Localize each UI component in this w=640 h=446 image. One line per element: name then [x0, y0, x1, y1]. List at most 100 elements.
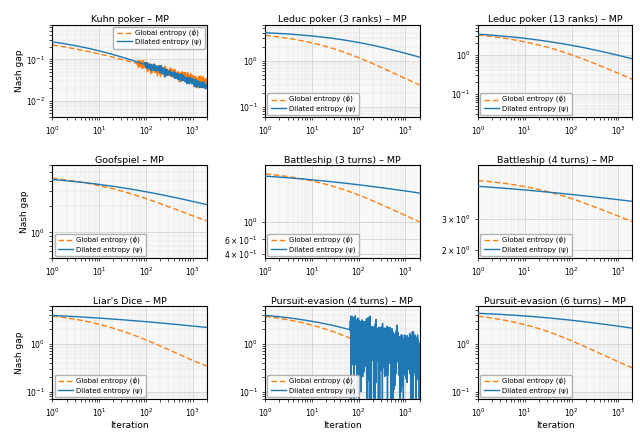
Dilated entropy (ψ): [411, 369, 419, 375]
Dilated entropy (ψ): [124, 56, 131, 62]
Global entropy (φ̂): [203, 363, 211, 369]
Title: Leduc poker (13 ranks) – MP: Leduc poker (13 ranks) – MP: [488, 15, 623, 24]
Line: Dilated entropy (ψ): Dilated entropy (ψ): [266, 33, 419, 57]
Legend: Global entropy (φ̂), Dilated entropy (ψ): Global entropy (φ̂), Dilated entropy (ψ): [54, 375, 146, 397]
Global entropy (φ̂): [56, 44, 64, 49]
Global entropy (φ̂): [262, 171, 269, 177]
Global entropy (φ̂): [198, 79, 206, 84]
Dilated entropy (ψ): [383, 186, 390, 191]
Global entropy (φ̂): [624, 363, 632, 368]
Dilated entropy (ψ): [545, 190, 553, 195]
Dilated entropy (ψ): [198, 84, 206, 90]
Global entropy (φ̂): [596, 351, 604, 356]
Global entropy (φ̂): [124, 58, 131, 64]
Legend: Global entropy (φ̂), Dilated entropy (ψ): Global entropy (φ̂), Dilated entropy (ψ): [480, 375, 572, 397]
Global entropy (φ̂): [49, 314, 56, 319]
Dilated entropy (ψ): [482, 32, 490, 37]
Dilated entropy (ψ): [170, 194, 178, 200]
Title: Goofspiel – MP: Goofspiel – MP: [95, 156, 164, 165]
X-axis label: Iteration: Iteration: [536, 421, 575, 429]
Global entropy (φ̂): [624, 74, 632, 80]
Line: Global entropy (φ̂): Global entropy (φ̂): [266, 35, 419, 85]
Global entropy (φ̂): [120, 329, 127, 334]
Line: Dilated entropy (ψ): Dilated entropy (ψ): [266, 315, 419, 417]
Dilated entropy (ψ): [415, 54, 423, 60]
Legend: Global entropy (φ̂), Dilated entropy (ψ): Global entropy (φ̂), Dilated entropy (ψ): [113, 27, 205, 49]
Dilated entropy (ψ): [596, 48, 604, 54]
Global entropy (φ̂): [170, 206, 178, 211]
Dilated entropy (ψ): [198, 85, 206, 91]
Global entropy (φ̂): [545, 45, 553, 50]
Global entropy (φ̂): [415, 367, 423, 372]
Dilated entropy (ψ): [549, 190, 557, 195]
Global entropy (φ̂): [624, 363, 632, 368]
Global entropy (φ̂): [624, 217, 632, 223]
Dilated entropy (ψ): [56, 178, 64, 183]
Global entropy (φ̂): [56, 177, 64, 182]
Global entropy (φ̂): [198, 217, 206, 222]
Title: Pursuit-evasion (6 turns) – MP: Pursuit-evasion (6 turns) – MP: [484, 297, 626, 306]
Global entropy (φ̂): [269, 33, 277, 39]
Line: Global entropy (φ̂): Global entropy (φ̂): [266, 316, 419, 370]
Dilated entropy (ψ): [262, 30, 269, 35]
Dilated entropy (ψ): [545, 39, 553, 44]
Legend: Global entropy (φ̂), Dilated entropy (ψ): Global entropy (φ̂), Dilated entropy (ψ): [480, 234, 572, 256]
Global entropy (φ̂): [203, 79, 211, 85]
Global entropy (φ̂): [337, 48, 344, 54]
Global entropy (φ̂): [262, 33, 269, 38]
Dilated entropy (ψ): [124, 318, 131, 323]
Global entropy (φ̂): [269, 315, 277, 320]
Title: Battleship (3 turns) – MP: Battleship (3 turns) – MP: [284, 156, 401, 165]
Dilated entropy (ψ): [262, 173, 269, 179]
Dilated entropy (ψ): [411, 53, 419, 58]
Global entropy (φ̂): [411, 217, 419, 223]
Dilated entropy (ψ): [120, 55, 127, 60]
Dilated entropy (ψ): [628, 56, 636, 62]
Dilated entropy (ψ): [545, 315, 553, 321]
Global entropy (φ̂): [545, 189, 553, 194]
Legend: Global entropy (φ̂), Dilated entropy (ψ): Global entropy (φ̂), Dilated entropy (ψ): [480, 93, 572, 115]
Global entropy (φ̂): [596, 63, 604, 68]
Legend: Global entropy (φ̂), Dilated entropy (ψ): Global entropy (φ̂), Dilated entropy (ψ): [54, 234, 146, 256]
Dilated entropy (ψ): [415, 356, 423, 362]
Legend: Global entropy (φ̂), Dilated entropy (ψ): Global entropy (φ̂), Dilated entropy (ψ): [268, 375, 359, 397]
Dilated entropy (ψ): [628, 326, 636, 331]
Dilated entropy (ψ): [411, 53, 419, 58]
Line: Dilated entropy (ψ): Dilated entropy (ψ): [478, 186, 632, 201]
Dilated entropy (ψ): [203, 202, 211, 207]
Line: Global entropy (φ̂): Global entropy (φ̂): [52, 178, 207, 221]
Dilated entropy (ψ): [269, 30, 277, 36]
Line: Global entropy (φ̂): Global entropy (φ̂): [266, 174, 419, 222]
Global entropy (φ̂): [383, 67, 390, 73]
Global entropy (φ̂): [415, 82, 423, 87]
Dilated entropy (ψ): [337, 180, 344, 186]
Global entropy (φ̂): [198, 362, 206, 367]
Line: Global entropy (φ̂): Global entropy (φ̂): [478, 35, 632, 79]
Global entropy (φ̂): [337, 186, 344, 191]
Dilated entropy (ψ): [198, 324, 206, 330]
Global entropy (φ̂): [203, 218, 211, 223]
Legend: Global entropy (φ̂), Dilated entropy (ψ): Global entropy (φ̂), Dilated entropy (ψ): [268, 234, 359, 256]
Global entropy (φ̂): [482, 314, 490, 320]
Line: Dilated entropy (ψ): Dilated entropy (ψ): [52, 179, 207, 205]
Y-axis label: Nash gap: Nash gap: [15, 331, 24, 374]
X-axis label: Iteration: Iteration: [323, 421, 362, 429]
Dilated entropy (ψ): [482, 184, 490, 190]
Global entropy (φ̂): [49, 176, 56, 181]
Global entropy (φ̂): [411, 365, 419, 370]
Global entropy (φ̂): [383, 352, 390, 357]
Global entropy (φ̂): [195, 85, 202, 91]
Global entropy (φ̂): [411, 217, 419, 223]
Global entropy (φ̂): [170, 349, 178, 355]
Global entropy (φ̂): [269, 172, 277, 178]
Global entropy (φ̂): [332, 330, 340, 335]
Dilated entropy (ψ): [332, 36, 340, 41]
Global entropy (φ̂): [49, 42, 56, 48]
Global entropy (φ̂): [628, 219, 636, 224]
Global entropy (φ̂): [415, 219, 423, 225]
Dilated entropy (ψ): [596, 195, 604, 200]
Dilated entropy (ψ): [56, 313, 64, 318]
Dilated entropy (ψ): [474, 32, 482, 37]
Dilated entropy (ψ): [337, 37, 344, 42]
Global entropy (φ̂): [332, 185, 340, 190]
